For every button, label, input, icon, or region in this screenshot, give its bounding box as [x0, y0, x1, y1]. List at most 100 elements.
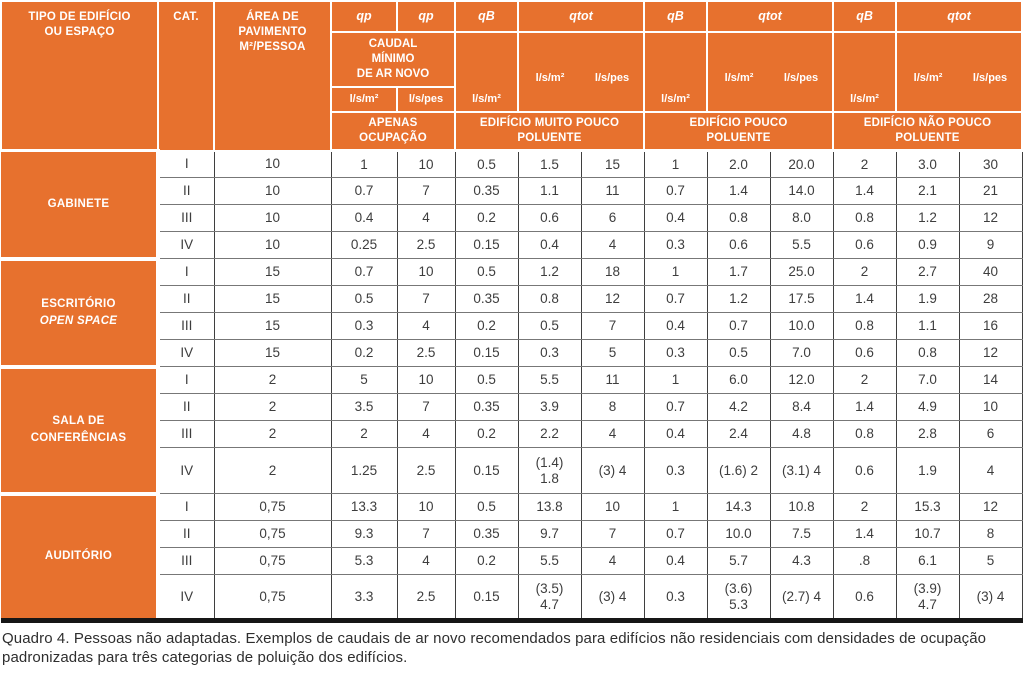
header-qb-symbol-group2: qB — [643, 0, 709, 33]
table-row: IV 0,75 3.3 2.5 0.15 (3.5) 4.7 (3) 4 0.3 (3.6) 5… — [1, 574, 1023, 623]
value-cell: 3.9 — [517, 393, 582, 421]
cat-cell: I — [157, 493, 215, 521]
value-cell: 0.15 — [454, 339, 519, 367]
cat-cell: II — [157, 285, 215, 313]
value-cell: 0.6 — [832, 574, 897, 623]
value-cell: 0.8 — [706, 204, 771, 232]
value-cell: 8 — [580, 393, 645, 421]
value-cell: 0.6 — [832, 231, 897, 259]
value-cell: 13.8 — [517, 493, 582, 521]
header-qtot-units-group1: l/s/m² l/s/pes — [516, 31, 646, 113]
value-cell: 0.35 — [454, 177, 519, 205]
value-cell: 12.0 — [769, 366, 834, 394]
table-row: III 15 0.3 4 0.2 0.5 7 0.4 0.7 10.0 0.8 1.1 16 — [1, 312, 1023, 340]
value-cell: 7.0 — [895, 366, 960, 394]
value-cell: 1 — [643, 258, 708, 286]
value-cell: 2.8 — [895, 420, 960, 448]
header-group-nao-pouco-poluente: EDIFÍCIO NÃO POUCO POLUENTE — [832, 111, 1024, 152]
value-cell: 5.7 — [706, 547, 771, 575]
value-cell: 12 — [580, 285, 645, 313]
value-cell: 20.0 — [769, 150, 834, 178]
value-cell: 14 — [958, 366, 1023, 394]
value-cell: 1.7 — [706, 258, 771, 286]
value-cell: 4.3 — [769, 547, 834, 575]
value-cell: 0.8 — [517, 285, 582, 313]
value-cell: 0.5 — [517, 312, 582, 340]
value-cell: .8 — [832, 547, 897, 575]
value-cell: (3) 4 — [580, 447, 645, 494]
header-qp-unit-pes: l/s/pes — [396, 86, 456, 113]
value-cell: 1.9 — [895, 285, 960, 313]
table-row: IV 15 0.2 2.5 0.15 0.3 5 0.3 0.5 7.0 0.6 0.8 12 — [1, 339, 1023, 367]
value-cell: 0.7 — [330, 258, 398, 286]
section-name-cell: SALA DE CONFERÊNCIAS — [1, 364, 160, 496]
value-cell: 2 — [832, 258, 897, 286]
value-cell: 28 — [958, 285, 1023, 313]
section-name-cell: GABINETE — [1, 149, 160, 261]
section-name-italic: OPEN SPACE — [39, 314, 118, 327]
value-cell: 0.3 — [517, 339, 582, 367]
value-cell: 8 — [958, 520, 1023, 548]
area-cell: 2 — [213, 447, 332, 494]
value-cell: 2.5 — [396, 231, 456, 259]
value-cell: (3.1) 4 — [769, 447, 834, 494]
value-cell: 0.7 — [643, 177, 708, 205]
value-cell: 0.8 — [832, 204, 897, 232]
header-caudal-minimo: CAUDAL MÍNIMO DE AR NOVO — [330, 31, 456, 88]
value-cell: 15.3 — [895, 493, 960, 521]
value-cell: 10 — [958, 393, 1023, 421]
value-cell: 2.2 — [517, 420, 582, 448]
value-cell: 0.7 — [643, 393, 708, 421]
value-cell: 1 — [330, 150, 398, 178]
table-row: III 0,75 5.3 4 0.2 5.5 4 0.4 5.7 4.3.8 6.1 5 — [1, 547, 1023, 575]
value-cell: 2 — [832, 366, 897, 394]
value-cell: 4 — [396, 204, 456, 232]
value-cell: 9 — [958, 231, 1023, 259]
value-cell: 4 — [396, 420, 456, 448]
area-cell: 0,75 — [213, 493, 332, 521]
value-cell: 7 — [580, 520, 645, 548]
value-cell: 1 — [643, 366, 708, 394]
header-categoria: CAT. — [157, 0, 215, 152]
area-cell: 10 — [213, 150, 332, 178]
table-row: ESCRITÓRIO OPEN SPACE I 15 0.7 10 0.5 1.2 18 1 1.7… — [1, 256, 1023, 369]
cat-cell: III — [157, 547, 215, 575]
value-cell: 4.8 — [769, 420, 834, 448]
section-name-cell: ESCRITÓRIO OPEN SPACE — [1, 256, 160, 369]
area-cell: 10 — [213, 177, 332, 205]
table-header: TIPO DE EDIFÍCIO OU ESPAÇO CAT. ÁREA DE … — [0, 0, 1024, 152]
value-cell: 1.4 — [832, 177, 897, 205]
value-cell: 1.2 — [706, 285, 771, 313]
value-cell: 7.5 — [769, 520, 834, 548]
value-cell: 2.4 — [706, 420, 771, 448]
header-tipo-edificio: TIPO DE EDIFÍCIO OU ESPAÇO — [0, 0, 159, 152]
table-row: II 15 0.5 7 0.35 0.8 12 0.7 1.2 17.5 1.4 1.9 28 — [1, 285, 1023, 313]
table-row: II 0,75 9.3 7 0.35 9.7 7 0.7 10.0 7.5 1.4 10.7 8 — [1, 520, 1023, 548]
value-cell: 5.5 — [769, 231, 834, 259]
value-cell: 18 — [580, 258, 645, 286]
cat-cell: IV — [157, 339, 215, 367]
value-cell: 7 — [396, 177, 456, 205]
value-cell: 7 — [396, 393, 456, 421]
table-row: SALA DE CONFERÊNCIAS I 2 5 10 0.5 5.5 11 1 6.0 12.… — [1, 364, 1023, 496]
value-cell: (3) 4 — [958, 574, 1023, 623]
value-cell: 0.4 — [643, 312, 708, 340]
value-cell: 13.3 — [330, 493, 398, 521]
value-cell: 7 — [580, 312, 645, 340]
value-cell: 1.9 — [895, 447, 960, 494]
value-cell: 12 — [958, 339, 1023, 367]
value-cell: 8.0 — [769, 204, 834, 232]
value-cell: 15 — [580, 150, 645, 178]
header-qtot-units-group3: l/s/m² l/s/pes — [895, 31, 1024, 113]
value-cell: 2.5 — [396, 339, 456, 367]
ventilation-rates-table: TIPO DE EDIFÍCIO OU ESPAÇO CAT. ÁREA DE … — [0, 0, 1024, 623]
value-cell: 0.6 — [832, 447, 897, 494]
value-cell: 2 — [330, 420, 398, 448]
value-cell: (3) 4 — [580, 574, 645, 623]
value-cell: 5.3 — [330, 547, 398, 575]
value-cell: 0.6 — [517, 204, 582, 232]
value-cell: 4 — [580, 420, 645, 448]
value-cell: 10 — [396, 493, 456, 521]
value-cell: 1.4 — [832, 393, 897, 421]
value-cell: 0.2 — [454, 547, 519, 575]
